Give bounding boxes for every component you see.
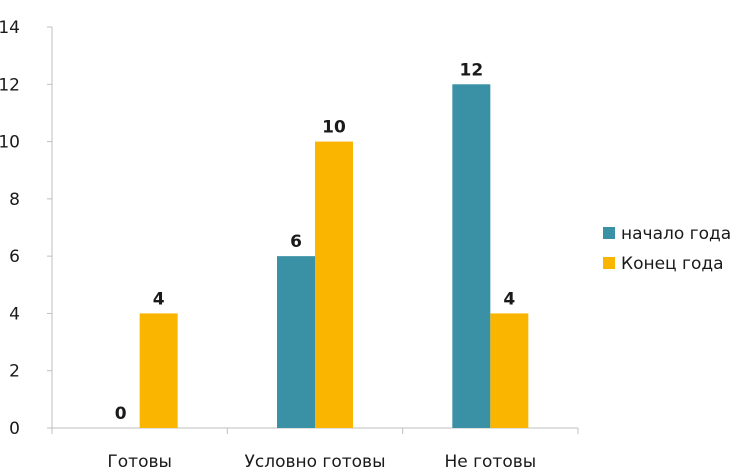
y-tick-label: 4 — [9, 304, 20, 324]
data-label: 4 — [503, 289, 515, 309]
legend-label: начало года — [621, 224, 731, 244]
bar-end-2 — [490, 313, 529, 428]
legend: начало года Конец года — [603, 224, 731, 274]
x-axis-category-labels: Готовы Условно готовы Не готовы — [51, 428, 579, 470]
data-label: 10 — [322, 118, 346, 138]
chart-bars — [139, 84, 529, 429]
category-label: Не готовы — [444, 452, 536, 470]
legend-swatch — [603, 257, 615, 269]
data-label: 4 — [153, 289, 165, 309]
bar-start-1 — [277, 256, 315, 428]
y-tick-label: 14 — [0, 18, 20, 38]
data-label: 6 — [290, 232, 302, 252]
y-tick-label: 6 — [9, 247, 20, 267]
category-label: Условно готовы — [245, 452, 386, 470]
category-label: Готовы — [107, 452, 172, 470]
bar-start-2 — [452, 84, 491, 429]
data-label: 0 — [115, 404, 127, 424]
y-axis-tick-labels: 0 2 4 6 8 10 12 14 — [0, 18, 52, 439]
bar-end-1 — [315, 141, 353, 429]
y-tick-label: 8 — [9, 190, 20, 210]
bar-end-0 — [139, 313, 178, 428]
y-tick-label: 10 — [0, 133, 20, 153]
y-tick-label: 2 — [9, 362, 20, 382]
y-tick-label: 12 — [0, 75, 20, 95]
legend-swatch — [603, 227, 615, 239]
y-tick-label: 0 — [9, 419, 20, 439]
data-labels: 0 4 6 10 12 4 — [115, 60, 516, 424]
data-label: 12 — [459, 60, 483, 80]
legend-label: Конец года — [621, 254, 724, 274]
